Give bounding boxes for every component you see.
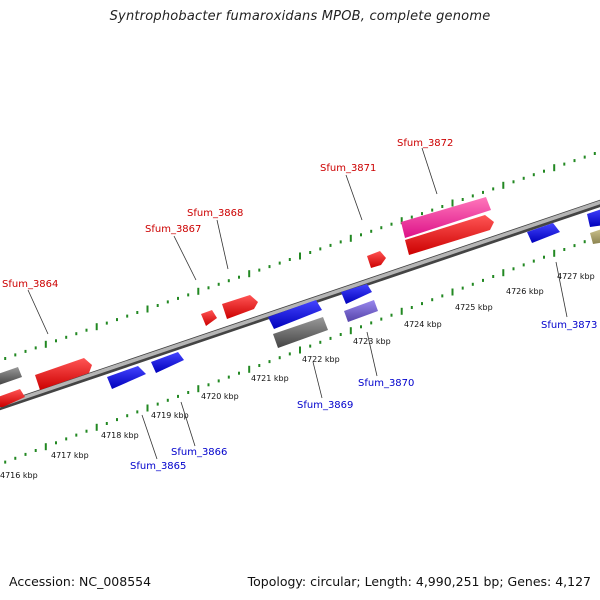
- scale-label: 4722 kbp: [302, 355, 340, 364]
- gene-sfum-3866[interactable]: [151, 352, 184, 373]
- gene-label[interactable]: Sfum_3868: [187, 208, 243, 219]
- gene-sfum-3870[interactable]: [344, 300, 378, 322]
- gene-sfum-3865[interactable]: [107, 366, 146, 389]
- scale-label: 4723 kbp: [353, 337, 391, 346]
- gene-label[interactable]: Sfum_3871: [320, 163, 376, 174]
- scale-label: 4719 kbp: [151, 411, 189, 420]
- genome-backbone: [0, 199, 600, 411]
- scale-label: 4716 kbp: [0, 471, 38, 480]
- accession-text: Accession: NC_008554: [9, 574, 152, 589]
- gene-grey-left[interactable]: [0, 367, 22, 385]
- scale-label: 4718 kbp: [101, 431, 139, 440]
- scale-label: 4721 kbp: [251, 374, 289, 383]
- gene-red-far-left[interactable]: [0, 389, 25, 407]
- gene-label-group: Sfum_3864 Sfum_3867 Sfum_3868 Sfum_3871 …: [2, 138, 597, 472]
- gene-grey-mid[interactable]: [273, 317, 328, 348]
- top-tick-ruler: [4, 152, 596, 360]
- gene-sfum-3868[interactable]: [222, 295, 258, 319]
- gene-label[interactable]: Sfum_3866: [171, 447, 227, 458]
- gene-label[interactable]: Sfum_3864: [2, 279, 58, 290]
- scale-label: 4727 kbp: [557, 272, 595, 281]
- gene-sfum-3869[interactable]: [268, 300, 322, 329]
- scale-label: 4725 kbp: [455, 303, 493, 312]
- gene-label[interactable]: Sfum_3870: [358, 378, 414, 389]
- scale-label: 4717 kbp: [51, 451, 89, 460]
- gene-features[interactable]: [0, 197, 600, 407]
- gene-red-under-3872[interactable]: [405, 215, 494, 255]
- gene-label[interactable]: Sfum_3867: [145, 224, 201, 235]
- gene-sfum-3864[interactable]: [35, 358, 92, 390]
- gene-sfum-3871[interactable]: [367, 251, 386, 268]
- scale-label: 4726 kbp: [506, 287, 544, 296]
- gene-label[interactable]: Sfum_3872: [397, 138, 453, 149]
- gene-label[interactable]: Sfum_3865: [130, 461, 186, 472]
- gene-sfum-3872[interactable]: [401, 197, 491, 238]
- scale-label: 4724 kbp: [404, 320, 442, 329]
- gene-label[interactable]: Sfum_3869: [297, 400, 353, 411]
- gene-sfum-3873[interactable]: [527, 223, 560, 243]
- gene-sfum-3870-blue[interactable]: [341, 284, 372, 304]
- gene-olive-right-edge[interactable]: [590, 228, 600, 244]
- genome-summary-text: Topology: circular; Length: 4,990,251 bp…: [247, 574, 591, 589]
- gene-sfum-3867[interactable]: [201, 310, 217, 326]
- genome-title: Syntrophobacter fumaroxidans MPOB, compl…: [109, 9, 491, 24]
- label-leaders: [27, 147, 568, 460]
- bottom-tick-ruler: [4, 236, 596, 464]
- scale-label: 4720 kbp: [201, 392, 239, 401]
- gene-label[interactable]: Sfum_3873: [541, 320, 597, 331]
- gene-blue-right-edge[interactable]: [587, 208, 600, 227]
- scale-label-group: 4716 kbp 4717 kbp 4718 kbp 4719 kbp 4720…: [0, 272, 595, 480]
